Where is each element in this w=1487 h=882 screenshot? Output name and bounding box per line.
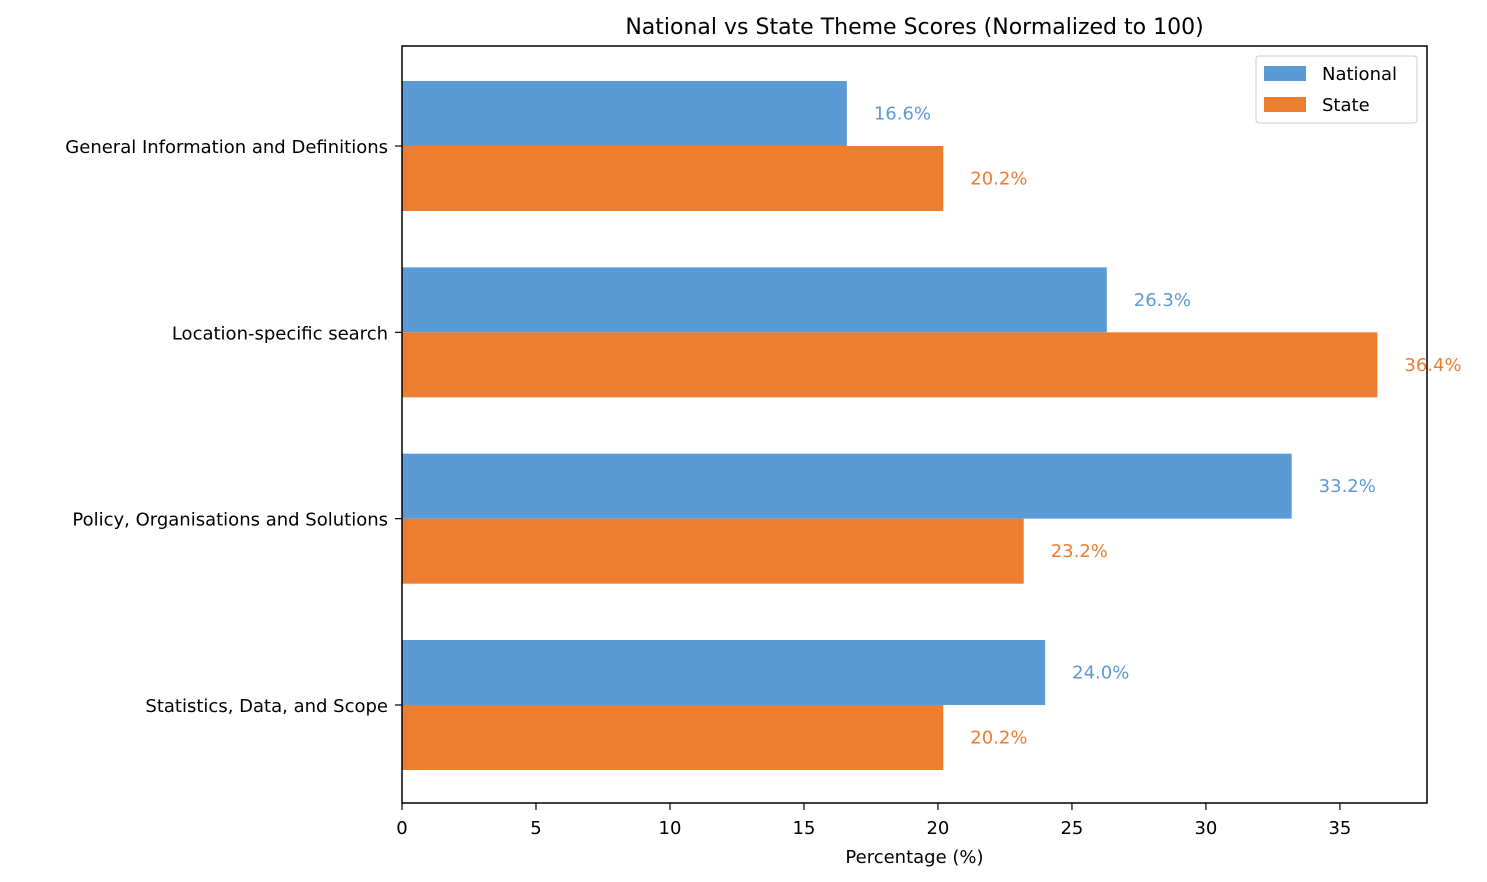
y-axis: General Information and Definitions Locat… <box>65 137 402 717</box>
data-label-national-statistics-data-and-scope: 24.0% <box>1072 662 1129 683</box>
data-label-state-statistics-data-and-scope: 20.2% <box>970 727 1027 748</box>
legend-swatch-national <box>1264 66 1306 81</box>
bars-group <box>402 81 1378 770</box>
data-labels-group: 16.6% 20.2% 26.3% 36.4% 33.2% 23.2% 24.0% 20.2% <box>874 104 1462 749</box>
x-axis: 0 5 10 15 20 25 30 35 <box>396 803 1351 839</box>
bar-national-general-information-and-definitions <box>402 81 847 146</box>
bar-state-policy-organisations-and-solutions <box>402 518 1024 584</box>
bar-national-policy-organisations-and-solutions <box>402 453 1292 519</box>
data-label-national-location-specific-search: 26.3% <box>1134 290 1191 311</box>
y-tick-label-general-information-and-definitions: General Information and Definitions <box>65 137 388 158</box>
x-tick-label: 0 <box>396 818 407 839</box>
x-tick-label: 30 <box>1194 818 1217 839</box>
plot-frame <box>401 45 1428 804</box>
bar-state-statistics-data-and-scope <box>402 704 944 770</box>
bar-national-statistics-data-and-scope <box>402 639 1046 705</box>
data-label-national-policy-organisations-and-solutions: 33.2% <box>1319 476 1376 497</box>
x-tick-label: 15 <box>793 818 816 839</box>
legend-label-national: National <box>1322 64 1397 85</box>
x-axis-label: Percentage (%) <box>845 847 983 868</box>
data-label-state-general-information-and-definitions: 20.2% <box>970 169 1027 190</box>
x-tick-label: 25 <box>1060 818 1083 839</box>
chart-title: National vs State Theme Scores (Normaliz… <box>625 15 1203 40</box>
x-tick-label: 35 <box>1328 818 1351 839</box>
x-tick-label: 10 <box>659 818 682 839</box>
bar-national-location-specific-search <box>402 267 1107 333</box>
data-label-national-general-information-and-definitions: 16.6% <box>874 104 931 125</box>
bar-state-location-specific-search <box>402 332 1378 398</box>
y-tick-label-statistics-data-and-scope: Statistics, Data, and Scope <box>145 696 388 717</box>
legend-swatch-state <box>1264 97 1306 112</box>
x-tick-label: 5 <box>530 818 541 839</box>
x-tick-label: 20 <box>926 818 949 839</box>
data-label-state-policy-organisations-and-solutions: 23.2% <box>1051 541 1108 562</box>
data-label-state-location-specific-search: 36.4% <box>1404 355 1461 376</box>
bar-state-general-information-and-definitions <box>402 146 944 211</box>
legend-label-state: State <box>1322 95 1370 116</box>
y-tick-label-policy-organisations-and-solutions: Policy, Organisations and Solutions <box>72 510 388 531</box>
legend: National State <box>1255 55 1418 124</box>
y-tick-label-location-specific-search: Location-specific search <box>172 323 388 344</box>
